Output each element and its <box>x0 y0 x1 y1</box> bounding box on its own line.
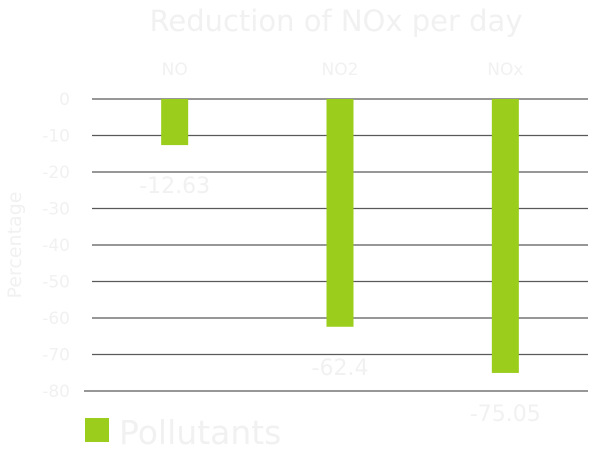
y-tick-label: -30 <box>42 200 70 220</box>
y-tick-label: -40 <box>42 236 70 256</box>
x-axis-ticks: NO NO2 NOx <box>162 60 524 80</box>
legend-swatch <box>85 418 109 442</box>
y-tick-label: -10 <box>42 127 70 147</box>
bar <box>491 99 519 373</box>
y-tick-label: 0 <box>59 90 70 110</box>
y-tick-label: -20 <box>42 163 70 183</box>
data-label: -12.63 <box>139 174 210 199</box>
legend-label: Pollutants <box>119 413 281 452</box>
x-tick-label: NO2 <box>322 60 359 80</box>
data-label: -62.4 <box>312 356 369 381</box>
y-axis-ticks: 0 -10 -20 -30 -40 -50 -60 -70 -80 <box>42 90 70 402</box>
data-label: -75.05 <box>470 402 541 427</box>
data-labels: -12.63 -62.4 -75.05 <box>139 174 541 427</box>
legend: Pollutants <box>85 413 281 452</box>
y-axis-label: Percentage <box>4 192 26 299</box>
y-tick-label: -70 <box>42 346 70 366</box>
x-tick-label: NO <box>162 60 188 80</box>
x-tick-label: NOx <box>487 60 523 80</box>
y-tick-label: -50 <box>42 273 70 293</box>
bar <box>161 99 189 146</box>
bars <box>161 99 519 373</box>
bar <box>326 99 354 327</box>
y-tick-label: -60 <box>42 309 70 329</box>
chart-title: Reduction of NOx per day <box>150 4 523 38</box>
y-tick-label: -80 <box>42 382 70 402</box>
